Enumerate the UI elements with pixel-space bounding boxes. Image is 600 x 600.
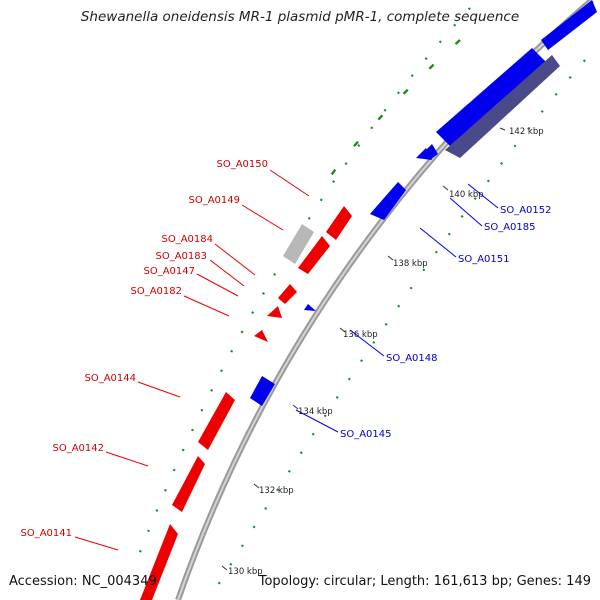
ruler-label: 136 kbp: [343, 330, 378, 340]
ruler-tick: [221, 565, 228, 571]
ruler-label: 140 kbp: [449, 190, 484, 200]
gene-label-so-a0184[interactable]: SO_A0184: [161, 234, 213, 245]
leader-line: [74, 536, 119, 551]
gene-label-so-a0145[interactable]: SO_A0145: [340, 429, 392, 440]
leader-line: [419, 227, 457, 258]
gene-label-so-a0151[interactable]: SO_A0151: [458, 254, 510, 265]
gene-arrow-so-a0152-block[interactable]: [436, 48, 546, 146]
ruler-tick: [253, 483, 260, 489]
gene-label-so-a0150[interactable]: SO_A0150: [216, 159, 268, 170]
gene-arrow-dark[interactable]: [445, 55, 560, 158]
ruler-tick: [387, 255, 394, 261]
gene-label-so-a0141[interactable]: SO_A0141: [20, 528, 72, 539]
leader-line: [183, 295, 230, 317]
accession-text: Accession: NC_004349: [9, 574, 157, 589]
gene-arrow-so-a0142[interactable]: [172, 456, 205, 512]
gc-track-outer: [133, 7, 471, 566]
ruler-label: 142 kbp: [509, 127, 544, 137]
gene-label-so-a0149[interactable]: SO_A0149: [188, 195, 240, 206]
ruler-label: 138 kbp: [393, 259, 428, 269]
ruler-label: 132 kbp: [259, 486, 294, 496]
gene-label-so-a0148[interactable]: SO_A0148: [386, 353, 438, 364]
gene-label-so-a0183[interactable]: SO_A0183: [155, 251, 207, 262]
gene-arrow-so-a0147[interactable]: [267, 306, 282, 318]
gene-label-so-a0185[interactable]: SO_A0185: [484, 222, 536, 233]
leader-line: [349, 329, 385, 357]
ruler-label: 134 kbp: [298, 407, 333, 417]
gene-label-so-a0182[interactable]: SO_A0182: [130, 286, 182, 297]
gene-arrow-so-a0150[interactable]: [326, 206, 352, 240]
gene-arrow-so-a0145[interactable]: [250, 376, 275, 406]
leader-line: [214, 243, 256, 276]
gene-arrow-so-a0183[interactable]: [278, 284, 297, 304]
gene-arrow-so-a0149[interactable]: [298, 236, 330, 274]
ruler-tick: [442, 185, 449, 191]
leader-line: [137, 381, 181, 398]
ruler-tick: [292, 404, 299, 410]
map-title: Shewanella oneidensis MR-1 plasmid pMR-1…: [80, 9, 520, 25]
gene-arrow-so-a0144[interactable]: [198, 392, 235, 450]
gc-track-outer-long: [316, 39, 461, 201]
gene-arrow-so-a0148[interactable]: [304, 304, 316, 311]
leader-line: [467, 183, 499, 209]
gene-label-so-a0147[interactable]: SO_A0147: [143, 266, 195, 277]
gene-arrow-so-a0184[interactable]: [283, 224, 314, 264]
gene-arrow-so-a0141[interactable]: [140, 524, 178, 600]
gene-arrow-so-a0185[interactable]: [424, 144, 438, 160]
leader-line: [449, 197, 483, 227]
gene-label-so-a0144[interactable]: SO_A0144: [84, 373, 136, 384]
leader-line: [209, 259, 245, 287]
leader-line: [295, 409, 339, 433]
gene-arrow-so-a0182[interactable]: [254, 330, 268, 342]
leader-line: [105, 451, 149, 467]
gene-arrow-so-a0151[interactable]: [370, 182, 406, 220]
ruler-tick: [339, 327, 346, 333]
topology-summary: Topology: circular; Length: 161,613 bp; …: [258, 574, 591, 589]
leader-line: [269, 169, 310, 197]
gene-label-so-a0152[interactable]: SO_A0152: [500, 205, 552, 216]
leader-line: [196, 273, 239, 297]
ruler-tick: [499, 127, 506, 131]
gc-track-inner: [214, 59, 586, 591]
gene-arrow-so-a0153[interactable]: [541, 0, 597, 50]
ruler-label: 130 kbp: [228, 567, 263, 577]
gene-label-so-a0142[interactable]: SO_A0142: [52, 443, 104, 454]
leader-line: [241, 204, 284, 231]
